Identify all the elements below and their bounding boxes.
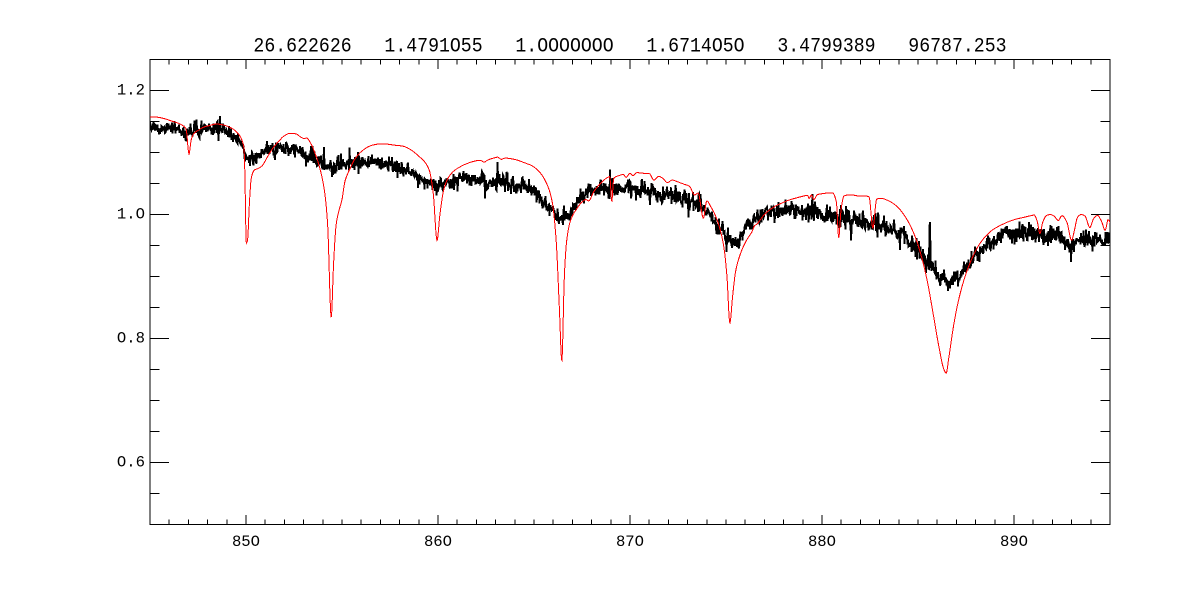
svg-text:85O: 85O [232, 533, 260, 551]
svg-text:86O: 86O [424, 533, 452, 551]
svg-text:O.6: O.6 [117, 454, 145, 472]
svg-text:89O: 89O [1000, 533, 1028, 551]
svg-text:O.8: O.8 [117, 330, 145, 348]
svg-text:88O: 88O [808, 533, 836, 551]
svg-text:1.2: 1.2 [117, 82, 145, 100]
svg-text:87O: 87O [616, 533, 644, 551]
svg-text:1.O: 1.O [117, 206, 145, 224]
svg-text:26.622626 1.4791O55 1.OOOO: 26.622626 1.4791O55 1.OOOOOOO 1.6714O5O … [253, 35, 1006, 58]
